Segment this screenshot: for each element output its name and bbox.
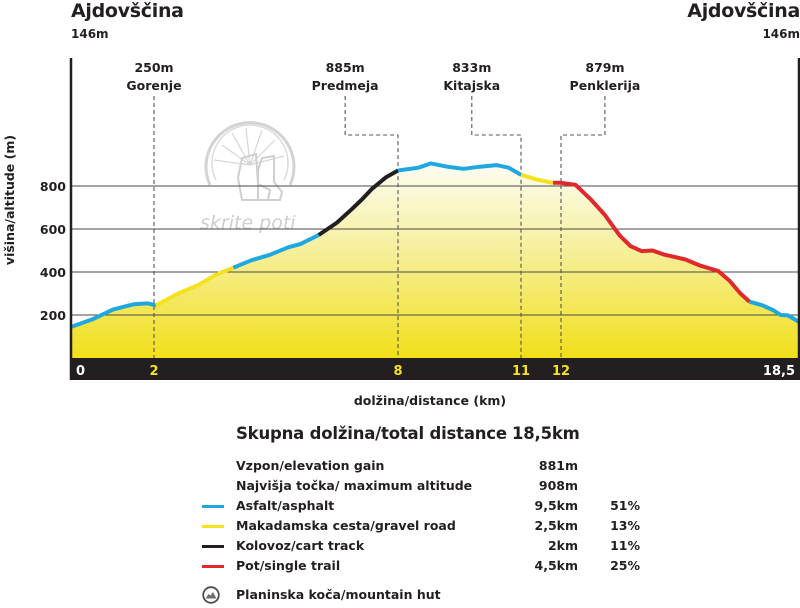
waypoint-altitude: 885m (326, 60, 365, 75)
waypoint-name: Gorenje (126, 78, 181, 93)
total-distance-value: 18,5km (512, 424, 580, 443)
elevation-area-fill (72, 163, 799, 358)
y-tick-label: 400 (40, 265, 66, 280)
route-segment-asphalt (397, 161, 522, 177)
route-segment-asphalt (232, 233, 320, 270)
legend-distance: 4,5km (534, 558, 578, 573)
y-axis-label: višina/altitude (m) (2, 135, 17, 265)
waypoint-name: Penklerija (570, 78, 641, 93)
elevation-gain-value: 881m (538, 458, 578, 473)
x-axis-label: dolžina/distance (km) (354, 393, 506, 408)
mountain-hut-icon (202, 586, 220, 604)
max-altitude-label: Najvišja točka/ maximum altitude (236, 478, 473, 493)
end-location-name: Ajdovščina (687, 0, 800, 22)
legend-swatch-cart (202, 545, 224, 548)
waypoint-name: Predmeja (312, 78, 379, 93)
legend-distance: 9,5km (534, 498, 578, 513)
x-tick-label: 11 (512, 364, 530, 379)
waypoint-altitude: 833m (452, 60, 491, 75)
legend-distance: 2km (547, 538, 578, 553)
total-distance-label: Skupna dolžina/total distance (236, 424, 507, 443)
legend-percent: 51% (610, 498, 640, 513)
route-segment-asphalt (749, 299, 800, 324)
x-tick-label: 0 (76, 364, 85, 379)
end-location-altitude: 146m (762, 27, 800, 41)
route-segment-asphalt (71, 301, 157, 329)
mountain-hut-label: Planinska koča/mountain hut (236, 587, 441, 602)
legend-label: Pot/single trail (236, 558, 341, 573)
legend-label: Kolovoz/cart track (236, 538, 365, 553)
distance-axis-bar (70, 358, 800, 380)
legend-percent: 11% (610, 538, 640, 553)
legend-percent: 25% (610, 558, 640, 573)
waypoint-name: Kitajska (443, 78, 500, 93)
route-segment-gravel (520, 172, 554, 185)
x-tick-label: 18,5 (763, 364, 795, 379)
legend-swatch-gravel (202, 525, 224, 528)
route-segment-trail (553, 180, 751, 304)
skrite-poti-watermark: skrite poti (200, 121, 296, 234)
route-segment-gravel (155, 265, 235, 308)
elevation-profile-chart: skrite poti 200 400 600 800 0 2 8 11 12 18,5 250… (2, 58, 800, 408)
waypoint-altitude: 250m (134, 60, 173, 75)
y-tick-label: 200 (40, 308, 66, 323)
x-tick-label: 8 (393, 364, 402, 379)
legend-label: Makadamska cesta/gravel road (236, 518, 456, 533)
legend-swatch-asphalt (202, 505, 224, 508)
route-segment-cart (317, 168, 399, 237)
legend-swatch-trail (202, 565, 224, 568)
elevation-gain-label: Vzpon/elevation gain (236, 458, 385, 473)
legend-distance: 2,5km (534, 518, 578, 533)
waypoint-marker-line (471, 96, 522, 358)
max-altitude-value: 908m (538, 478, 578, 493)
waypoint-altitude: 879m (585, 60, 624, 75)
start-location-altitude: 146m (71, 27, 109, 41)
x-tick-label: 2 (149, 364, 158, 379)
legend-label: Asfalt/asphalt (236, 498, 335, 513)
waypoint-marker-line (344, 96, 399, 358)
start-location-name: Ajdovščina (71, 0, 184, 22)
legend-percent: 13% (610, 518, 640, 533)
y-tick-label: 600 (40, 222, 66, 237)
y-tick-label: 800 (40, 179, 66, 194)
watermark-text: skrite poti (200, 212, 296, 234)
x-tick-label: 12 (552, 364, 570, 379)
